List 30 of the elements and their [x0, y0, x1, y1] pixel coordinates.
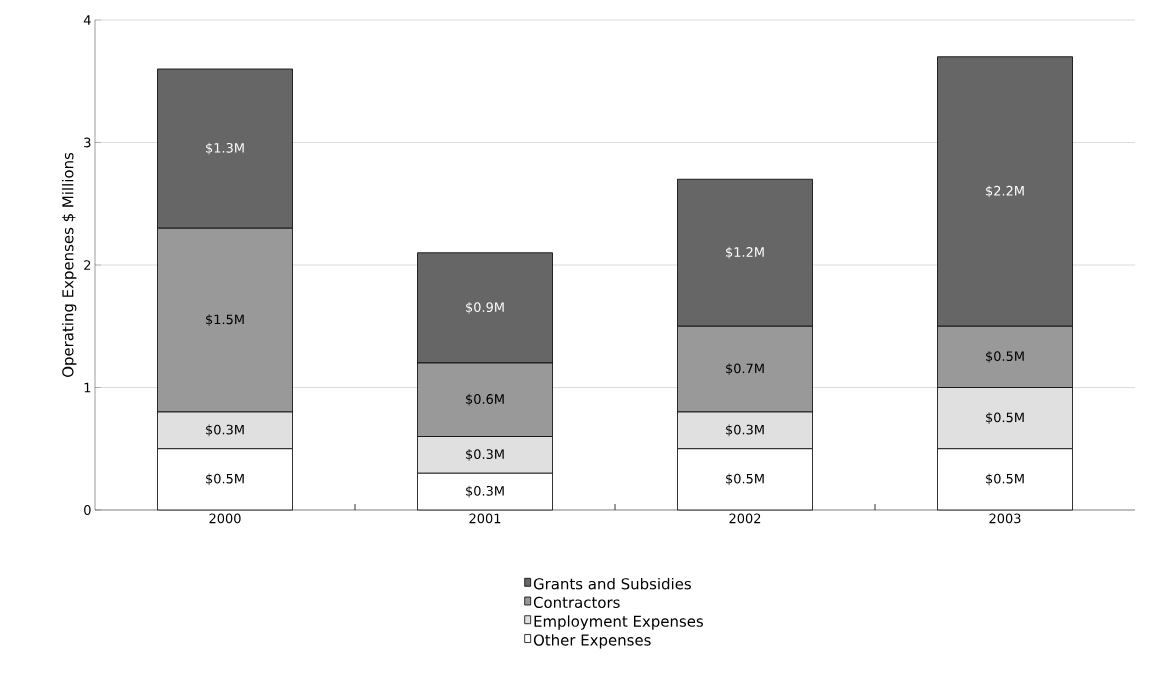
- legend-label: Employment Expenses: [534, 615, 703, 630]
- x-tick-label: 2003: [989, 513, 1021, 524]
- y-tick-label: 1: [84, 382, 91, 393]
- data-label: $0.3M: [466, 485, 504, 498]
- data-label: $1.5M: [206, 314, 244, 326]
- data-label: $0.5M: [986, 351, 1024, 363]
- data-label: $0.5M: [986, 473, 1024, 486]
- y-tick-label: 0: [84, 505, 91, 515]
- data-label: $0.9M: [466, 302, 504, 314]
- y-axis-title: Operating Expenses $ Millions: [61, 152, 77, 377]
- data-label: $0.3M: [726, 424, 764, 437]
- y-tick-label: 2: [84, 260, 91, 270]
- x-tick-label: 2002: [729, 513, 761, 524]
- data-label: $0.3M: [466, 449, 504, 461]
- x-tick-label: 2000: [209, 513, 241, 524]
- data-label: $0.5M: [206, 473, 244, 486]
- data-label: $0.5M: [986, 412, 1024, 424]
- data-label: $2.2M: [986, 185, 1024, 198]
- data-label: $1.2M: [726, 246, 764, 259]
- data-label: $0.5M: [726, 473, 764, 486]
- legend-label: Contractors: [533, 596, 620, 609]
- y-tick-label: 4: [83, 15, 91, 25]
- legend-label: Grants and Subsidies: [533, 577, 691, 590]
- data-label: $1.3M: [206, 142, 244, 155]
- data-label: $0.6M: [466, 393, 504, 406]
- y-tick-label: 3: [84, 137, 91, 148]
- legend-label: Other Expenses: [533, 634, 651, 649]
- x-tick-label: 2001: [469, 513, 501, 524]
- data-label: $0.7M: [726, 363, 764, 375]
- data-label: $0.3M: [206, 424, 244, 437]
